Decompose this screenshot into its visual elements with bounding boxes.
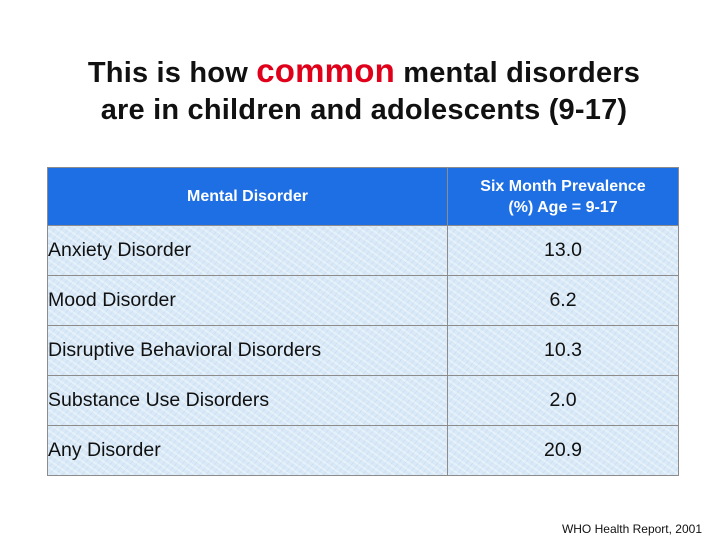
- table-row: Disruptive Behavioral Disorders 10.3: [47, 325, 679, 376]
- prevalence-cell: 20.9: [447, 425, 679, 476]
- header-mental-disorder: Mental Disorder: [47, 167, 448, 226]
- disorder-cell: Mood Disorder: [47, 275, 448, 326]
- title-highlight: common: [256, 52, 395, 89]
- title-line-1: This is how common mental disorders: [0, 52, 728, 92]
- title-pre: This is how: [87, 57, 257, 89]
- table-header-row: Mental Disorder Six Month Prevalence (%)…: [47, 167, 679, 226]
- source-citation: WHO Health Report, 2001: [561, 522, 702, 536]
- title-post: mental disorders: [394, 57, 641, 89]
- prevalence-cell: 10.3: [447, 325, 679, 376]
- prevalence-cell: 6.2: [447, 275, 679, 326]
- prevalence-cell: 13.0: [447, 225, 679, 276]
- header-prevalence-line-1: Six Month Prevalence: [480, 177, 646, 195]
- header-prevalence: Six Month Prevalence (%) Age = 9-17: [447, 167, 679, 226]
- disorder-cell: Any Disorder: [47, 425, 448, 476]
- table-row: Mood Disorder 6.2: [47, 275, 679, 326]
- disorder-cell: Disruptive Behavioral Disorders: [47, 325, 448, 376]
- header-prevalence-line-2: (%) Age = 9-17: [508, 198, 618, 216]
- table-row: Any Disorder 20.9: [47, 425, 679, 476]
- table-row: Anxiety Disorder 13.0: [47, 225, 679, 276]
- prevalence-cell: 2.0: [447, 375, 679, 426]
- prevalence-table: Mental Disorder Six Month Prevalence (%)…: [47, 167, 679, 476]
- table-row: Substance Use Disorders 2.0: [47, 375, 679, 426]
- disorder-cell: Anxiety Disorder: [47, 225, 448, 276]
- title-line-2: are in children and adolescents (9-17): [100, 94, 628, 126]
- disorder-cell: Substance Use Disorders: [47, 375, 448, 426]
- slide-title: This is how common mental disorders are …: [0, 52, 728, 129]
